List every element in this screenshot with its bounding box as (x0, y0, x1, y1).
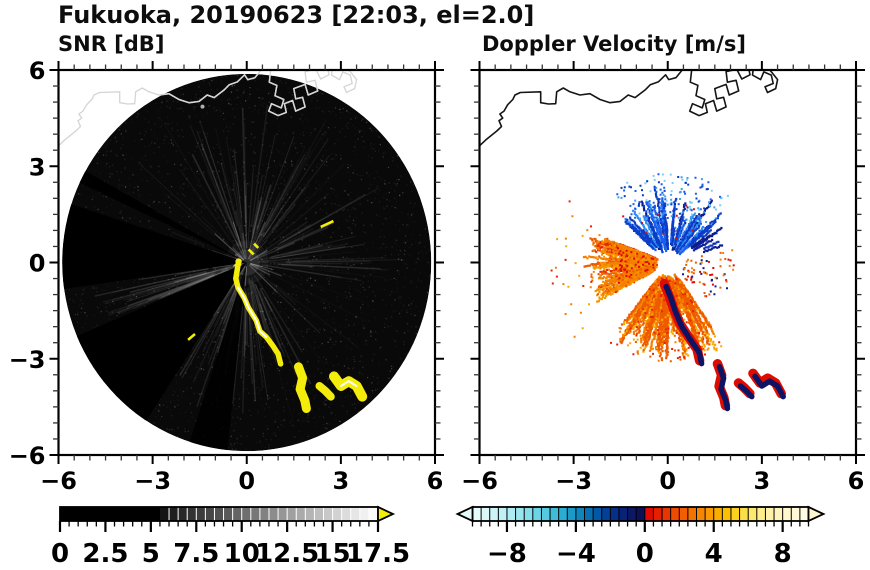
doppler-band-navy (663, 283, 705, 367)
doppler-cluster-west-orange-dots (590, 237, 658, 296)
coastline-black (479, 70, 684, 147)
snr-colorbar-tick-label: 10 (224, 539, 260, 569)
doppler-colorbar-tick-label: 0 (636, 539, 654, 569)
snr-colorbar-tick-label: 2.5 (82, 539, 128, 569)
coastline-faint (330, 70, 358, 94)
doppler-cluster-west-outliers (554, 215, 592, 338)
coastline-faint (267, 70, 330, 117)
doppler-cluster-east-mixed-specks (684, 251, 728, 298)
snr-colorbar-tick-label: 17.5 (346, 539, 410, 569)
doppler-panel-title: Doppler Velocity [m/s] (482, 32, 746, 56)
coastline-faint (58, 70, 262, 147)
doppler-panel (479, 70, 786, 412)
doppler-cluster-north-blue-fan (631, 199, 713, 252)
doppler-x-tick-label: −3 (555, 467, 592, 495)
doppler-x-tick-label: −6 (461, 467, 498, 495)
snr-x-tick-label: 3 (333, 467, 350, 495)
snr-blocked-sector (62, 199, 247, 292)
snr-echo-dash (253, 242, 260, 249)
snr-echo-band (315, 382, 335, 401)
snr-panel-title: SNR [dB] (58, 32, 165, 56)
doppler-band-navy (716, 364, 731, 412)
doppler-cluster-south-orange-dots (618, 275, 709, 362)
snr-blocked-sector (64, 163, 247, 263)
coastline-black (751, 70, 779, 94)
doppler-band-navy (752, 373, 786, 400)
doppler-cluster-south-orange-fan (619, 275, 713, 362)
doppler-colorbar-tick-label: 4 (705, 539, 723, 569)
figure-title: Fukuoka, 20190623 [22:03, el=2.0] (58, 1, 535, 29)
doppler-colorbar-tick-label: −4 (556, 539, 596, 569)
snr-colorbar-tick-label: 15 (314, 539, 350, 569)
snr-axes: −6−6 −3 −3 0 0 3 3 6 6 (9, 57, 444, 495)
snr-y-tick-label: 3 (29, 153, 46, 181)
snr-echo-core (237, 286, 268, 338)
doppler-cluster-northeast-navy-streaks (690, 226, 724, 254)
doppler-x-tick-label: 0 (659, 467, 676, 495)
snr-colorbar-tick-label: 12.5 (255, 539, 319, 569)
snr-y-tick-label: 6 (29, 57, 46, 85)
snr-echo-dash (187, 333, 196, 341)
doppler-cluster-east-mixed-specks (683, 258, 735, 298)
doppler-over-arrow (807, 505, 826, 523)
snr-y-tick-label: −6 (9, 442, 46, 470)
doppler-cluster-west-red-rim (615, 247, 655, 284)
doppler-x-tick-label: 6 (848, 467, 865, 495)
doppler-x-tick-label: 3 (754, 467, 771, 495)
snr-x-tick-label: −6 (40, 467, 77, 495)
snr-y-tick-label: −3 (9, 346, 46, 374)
snr-x-tick-label: 6 (427, 467, 444, 495)
doppler-cluster-north-blue-fan (624, 189, 722, 255)
doppler-cluster-west-orange-fan (582, 239, 659, 295)
doppler-under-arrow (455, 505, 474, 523)
snr-echo-band (294, 362, 311, 413)
doppler-colorbar: −8 −4 0 4 8 (455, 505, 826, 569)
snr-colorbar-tick-label: 7.5 (173, 539, 219, 569)
snr-over-arrow (377, 505, 396, 523)
snr-colorbar-tick-label: 5 (142, 539, 160, 569)
snr-x-tick-label: −3 (134, 467, 171, 495)
doppler-cluster-north-blue-outer (617, 176, 723, 223)
doppler-cluster-east-mixed-specks (682, 259, 728, 296)
snr-blocked-sector (184, 262, 247, 452)
snr-x-tick-label: 0 (238, 467, 255, 495)
doppler-colorbar-tick-label: 8 (774, 539, 792, 569)
doppler-cluster-west-outliers (556, 234, 590, 330)
coastline-black (688, 70, 751, 117)
snr-colorbar-tick-label: 0 (51, 539, 69, 569)
doppler-cluster-west-orange-fan (592, 240, 658, 303)
doppler-cluster-south-orange-dots (610, 277, 721, 360)
doppler-center-hole (658, 251, 677, 270)
snr-echo-dash (320, 219, 334, 229)
snr-y-tick-label: 0 (29, 250, 46, 278)
doppler-cluster-north-blue-outer (616, 173, 721, 225)
doppler-band-navy (737, 383, 755, 400)
doppler-cluster-west-outliers (550, 200, 593, 287)
snr-panel (58, 70, 432, 452)
doppler-axes: −6 −3 0 3 6 (461, 61, 865, 495)
doppler-colorbar-tick-label: −8 (487, 539, 527, 569)
island-dot (200, 104, 205, 109)
snr-echo-dash (247, 248, 255, 256)
